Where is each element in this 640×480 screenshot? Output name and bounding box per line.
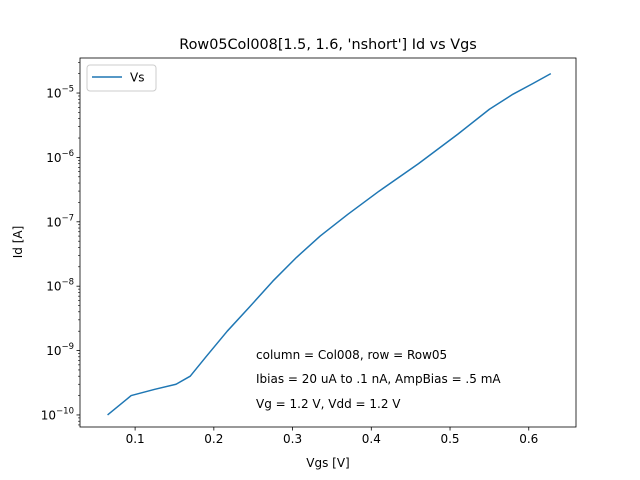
y-tick-label: 10−10 xyxy=(41,406,74,422)
x-tick-label: 0.1 xyxy=(126,432,145,446)
x-tick-label: 0.2 xyxy=(204,432,223,446)
y-tick-label: 10−8 xyxy=(46,278,74,294)
y-tick-label: 10−5 xyxy=(46,85,74,101)
annotation-line-3: Vg = 1.2 V, Vdd = 1.2 V xyxy=(256,397,401,411)
x-tick-label: 0.3 xyxy=(283,432,302,446)
legend-box xyxy=(86,64,157,92)
x-tick-label: 0.6 xyxy=(519,432,538,446)
y-tick-label: 10−9 xyxy=(46,342,74,358)
x-tick-label: 0.5 xyxy=(440,432,459,446)
x-tick-label: 0.4 xyxy=(362,432,381,446)
annotation-block: column = Col008, row = Row05 Ibias = 20 … xyxy=(256,348,501,411)
legend: Vs xyxy=(86,64,157,92)
x-axis-label: Vgs [V] xyxy=(306,456,349,470)
y-tick-label: 10−7 xyxy=(46,213,74,229)
y-axis-label: Id [A] xyxy=(11,226,25,259)
series-group xyxy=(107,72,552,416)
axes-frame xyxy=(79,57,577,428)
y-tick-label: 10−6 xyxy=(46,149,74,165)
tick-group: 0.1 0.2 0.3 0.4 0.5 0.6 10−10 10−9 10−8 10−7 10−6 1… xyxy=(41,62,538,446)
legend-label-vs: Vs xyxy=(130,71,144,85)
chart-title: Row05Col008[1.5, 1.6, 'nshort'] Id vs Vg… xyxy=(179,37,476,53)
annotation-line-1: column = Col008, row = Row05 xyxy=(256,348,447,362)
annotation-line-2: Ibias = 20 uA to .1 nA, AmpBias = .5 mA xyxy=(256,372,501,386)
